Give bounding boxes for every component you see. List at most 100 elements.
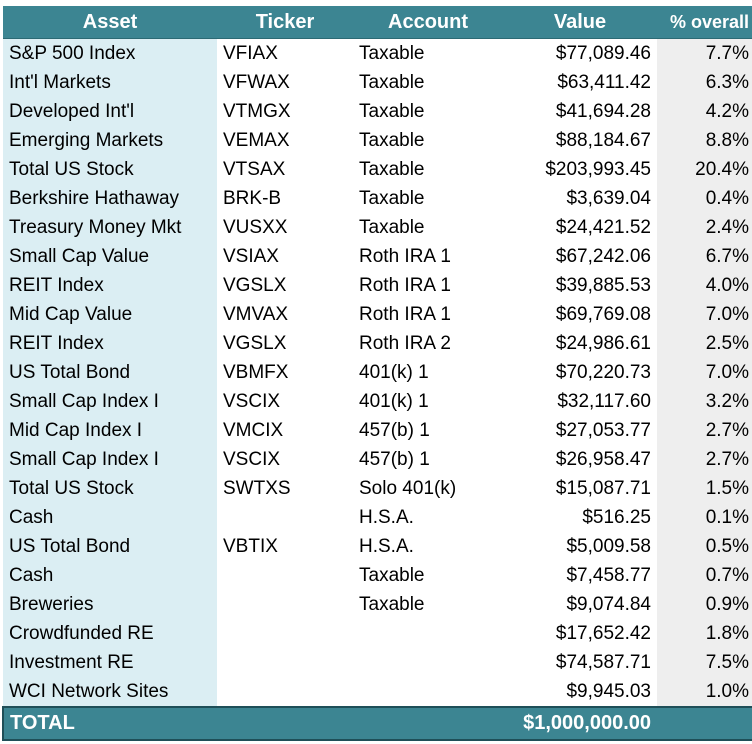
header-pct-overall[interactable]: % overall — [657, 6, 752, 39]
account-cell[interactable] — [353, 677, 503, 707]
pct-overall-cell[interactable]: 0.9% — [657, 590, 752, 619]
account-cell[interactable]: Roth IRA 1 — [359, 303, 451, 325]
pct-overall-cell[interactable]: 2.7% — [657, 445, 752, 474]
value-cell[interactable]: $516.25 — [582, 506, 651, 528]
asset-cell[interactable]: Mid Cap Value — [3, 300, 217, 329]
asset-cell[interactable]: Developed Int'l — [3, 97, 217, 126]
asset-cell[interactable]: Small Cap Index I — [3, 445, 217, 474]
asset-cell[interactable]: REIT Index — [3, 271, 217, 300]
ticker-cell[interactable] — [217, 677, 353, 707]
asset-cell[interactable]: Investment RE — [3, 648, 217, 677]
pct-overall-cell[interactable]: 2.4% — [657, 213, 752, 242]
ticker-cell[interactable]: VBTIX — [223, 535, 278, 557]
asset-cell[interactable]: Small Cap Value — [3, 242, 217, 271]
value-cell[interactable]: $24,421.52 — [555, 216, 651, 238]
asset-cell[interactable]: Breweries — [3, 590, 217, 619]
value-cell[interactable]: $9,945.03 — [566, 680, 651, 702]
header-value[interactable]: Value — [503, 6, 657, 39]
asset-cell[interactable]: US Total Bond — [3, 532, 217, 561]
value-cell[interactable]: $17,652.42 — [555, 622, 651, 644]
ticker-cell[interactable]: VBMFX — [223, 361, 289, 383]
pct-overall-cell[interactable]: 0.4% — [657, 184, 752, 213]
value-cell[interactable]: $24,986.61 — [555, 332, 651, 354]
asset-cell[interactable]: Crowdfunded RE — [3, 619, 217, 648]
asset-cell[interactable]: S&P 500 Index — [3, 38, 217, 68]
account-cell[interactable]: Roth IRA 1 — [359, 274, 451, 296]
account-cell[interactable]: Taxable — [359, 129, 425, 151]
account-cell[interactable]: Taxable — [359, 216, 425, 238]
pct-overall-cell[interactable]: 7.0% — [657, 358, 752, 387]
account-cell[interactable]: Roth IRA 1 — [359, 245, 451, 267]
ticker-cell[interactable] — [217, 503, 353, 532]
pct-overall-cell[interactable]: 7.5% — [657, 648, 752, 677]
ticker-cell[interactable] — [217, 619, 353, 648]
ticker-cell[interactable]: VTSAX — [223, 158, 286, 180]
asset-cell[interactable]: REIT Index — [3, 329, 217, 358]
value-cell[interactable]: $70,220.73 — [555, 361, 651, 383]
ticker-cell[interactable]: VEMAX — [223, 129, 290, 151]
pct-overall-cell[interactable]: 0.5% — [657, 532, 752, 561]
pct-overall-cell[interactable]: 2.7% — [657, 416, 752, 445]
total-blank-ticker[interactable] — [217, 706, 353, 741]
ticker-cell[interactable]: VFWAX — [223, 71, 290, 93]
pct-overall-cell[interactable]: 1.8% — [657, 619, 752, 648]
pct-overall-cell[interactable]: 7.7% — [657, 38, 752, 68]
asset-cell[interactable]: Mid Cap Index I — [3, 416, 217, 445]
ticker-cell[interactable]: SWTXS — [223, 477, 291, 499]
pct-overall-cell[interactable]: 20.4% — [657, 155, 752, 184]
asset-cell[interactable]: Total US Stock — [3, 155, 217, 184]
asset-cell[interactable]: Emerging Markets — [3, 126, 217, 155]
pct-overall-cell[interactable]: 6.7% — [657, 242, 752, 271]
account-cell[interactable]: H.S.A. — [359, 506, 414, 528]
total-blank-pct[interactable] — [657, 706, 752, 741]
ticker-cell[interactable]: VGSLX — [223, 332, 287, 354]
pct-overall-cell[interactable]: 0.1% — [657, 503, 752, 532]
account-cell[interactable] — [353, 619, 503, 648]
value-cell[interactable]: $7,458.77 — [566, 564, 651, 586]
value-cell[interactable]: $26,958.47 — [555, 448, 651, 470]
value-cell[interactable]: $3,639.04 — [566, 187, 651, 209]
account-cell[interactable]: Taxable — [359, 100, 425, 122]
account-cell[interactable]: Solo 401(k) — [359, 477, 457, 499]
ticker-cell[interactable]: VMVAX — [223, 303, 289, 325]
value-cell[interactable]: $27,053.77 — [555, 419, 651, 441]
value-cell[interactable]: $203,993.45 — [545, 158, 651, 180]
ticker-cell[interactable]: VSIAX — [223, 245, 279, 267]
pct-overall-cell[interactable]: 6.3% — [657, 68, 752, 97]
value-cell[interactable]: $9,074.84 — [566, 593, 651, 615]
account-cell[interactable]: Roth IRA 2 — [359, 332, 451, 354]
ticker-cell[interactable]: VFIAX — [223, 42, 278, 64]
header-asset[interactable]: Asset — [3, 6, 217, 39]
asset-cell[interactable]: Berkshire Hathaway — [3, 184, 217, 213]
asset-cell[interactable]: Cash — [3, 503, 217, 532]
account-cell[interactable]: 401(k) 1 — [359, 390, 429, 412]
pct-overall-cell[interactable]: 4.0% — [657, 271, 752, 300]
asset-cell[interactable]: Total US Stock — [3, 474, 217, 503]
ticker-cell[interactable] — [217, 648, 353, 677]
account-cell[interactable]: Taxable — [359, 593, 425, 615]
value-cell[interactable]: $32,117.60 — [557, 390, 651, 412]
value-cell[interactable]: $41,694.28 — [555, 100, 651, 122]
account-cell[interactable]: 457(b) 1 — [359, 448, 430, 470]
account-cell[interactable]: Taxable — [359, 187, 425, 209]
total-value[interactable]: $1,000,000.00 — [503, 706, 657, 741]
asset-cell[interactable]: Small Cap Index I — [3, 387, 217, 416]
asset-cell[interactable]: Int'l Markets — [3, 68, 217, 97]
pct-overall-cell[interactable]: 7.0% — [657, 300, 752, 329]
pct-overall-cell[interactable]: 3.2% — [657, 387, 752, 416]
account-cell[interactable]: Taxable — [359, 71, 425, 93]
ticker-cell[interactable]: VGSLX — [223, 274, 287, 296]
value-cell[interactable]: $67,242.06 — [555, 245, 651, 267]
value-cell[interactable]: $74,587.71 — [555, 651, 651, 673]
value-cell[interactable]: $77,089.46 — [555, 42, 651, 64]
ticker-cell[interactable]: VTMGX — [223, 100, 291, 122]
asset-cell[interactable]: Treasury Money Mkt — [3, 213, 217, 242]
account-cell[interactable] — [353, 648, 503, 677]
pct-overall-cell[interactable]: 4.2% — [657, 97, 752, 126]
account-cell[interactable]: Taxable — [359, 42, 425, 64]
account-cell[interactable]: H.S.A. — [359, 535, 414, 557]
pct-overall-cell[interactable]: 0.7% — [657, 561, 752, 590]
asset-cell[interactable]: US Total Bond — [3, 358, 217, 387]
ticker-cell[interactable]: BRK-B — [223, 187, 282, 209]
value-cell[interactable]: $39,885.53 — [555, 274, 651, 296]
